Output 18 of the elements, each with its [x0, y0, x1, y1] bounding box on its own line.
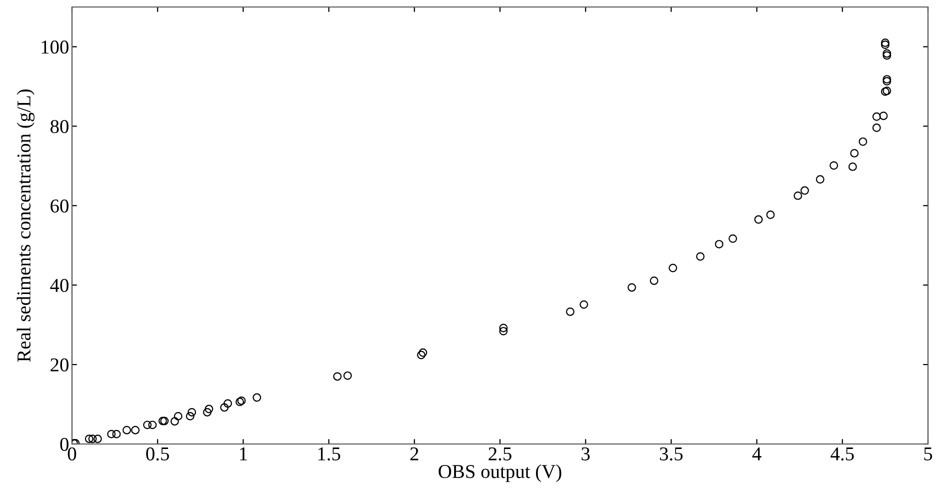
y-tick-label: 0	[60, 438, 68, 451]
x-tick-label: 1.5	[318, 447, 340, 461]
x-tick-label: 4.5	[830, 447, 854, 461]
x-tick-label: 3	[582, 447, 590, 460]
y-tick-label: 80	[50, 120, 68, 134]
x-tick-label: 5	[924, 448, 932, 460]
x-tick-label: 4	[752, 447, 762, 460]
x-tick-label: 0.5	[146, 447, 169, 461]
y-tick-label: 40	[50, 278, 68, 292]
y-tick-label: 100	[42, 40, 68, 54]
x-tick-label: 1	[240, 447, 247, 460]
y-tick-label: 20	[50, 358, 68, 372]
x-tick-label: 3.5	[660, 447, 683, 461]
y-axis-title: Real sediments concentration (g/L)	[16, 89, 34, 362]
x-tick-label: 2	[410, 447, 418, 460]
x-axis-title: OBS output (V)	[438, 464, 562, 482]
y-tick-label: 60	[50, 199, 68, 213]
x-tick-label: 2.5	[488, 447, 512, 461]
